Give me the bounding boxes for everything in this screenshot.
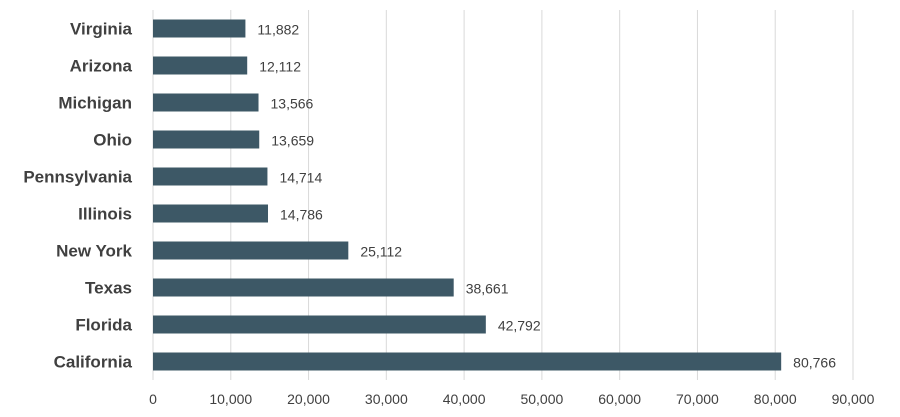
bar (153, 19, 246, 38)
bar (153, 130, 260, 149)
data-label: 11,882 (257, 22, 299, 38)
x-tick-label: 60,000 (598, 391, 641, 407)
bar (153, 278, 454, 297)
data-label: 38,661 (466, 281, 509, 297)
category-label: Virginia (70, 20, 133, 39)
data-label: 13,659 (271, 133, 314, 149)
category-label: Arizona (70, 57, 133, 76)
bar (153, 315, 486, 334)
x-tick-label: 30,000 (365, 391, 408, 407)
x-tick-label: 70,000 (676, 391, 719, 407)
x-tick-label: 80,000 (754, 391, 797, 407)
category-label: Illinois (78, 205, 132, 224)
x-tick-label: 10,000 (209, 391, 252, 407)
category-label: Pennsylvania (23, 168, 132, 187)
data-label: 13,566 (271, 96, 314, 112)
x-tick-label: 50,000 (520, 391, 563, 407)
category-label: Florida (75, 316, 132, 335)
bar (153, 93, 259, 112)
x-tick-label: 90,000 (832, 391, 875, 407)
bar (153, 352, 782, 371)
data-label: 25,112 (360, 244, 402, 260)
category-label: Michigan (58, 94, 132, 113)
x-tick-label: 40,000 (443, 391, 486, 407)
category-label: California (54, 353, 133, 372)
bar (153, 167, 268, 186)
data-label: 12,112 (259, 59, 301, 75)
bar (153, 241, 349, 260)
bar (153, 56, 248, 75)
category-label: New York (56, 242, 132, 261)
data-label: 42,792 (498, 318, 541, 334)
data-label: 14,786 (280, 207, 323, 223)
bar (153, 204, 269, 223)
x-tick-label: 20,000 (287, 391, 330, 407)
category-label: Ohio (93, 131, 132, 150)
data-label: 80,766 (793, 355, 836, 371)
data-label: 14,714 (279, 170, 322, 186)
x-tick-label: 0 (149, 391, 157, 407)
category-label: Texas (85, 279, 132, 298)
